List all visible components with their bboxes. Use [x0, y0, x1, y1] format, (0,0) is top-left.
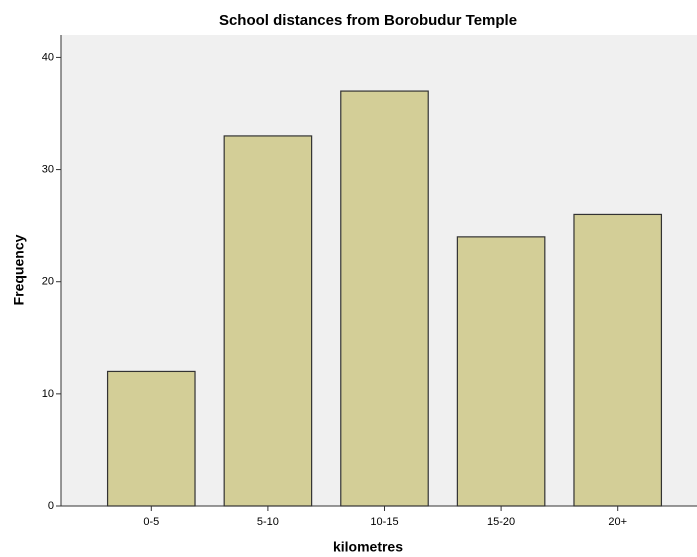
y-tick-label: 10 — [42, 388, 54, 400]
x-tick-label: 15-20 — [487, 516, 515, 528]
x-axis-label: kilometres — [333, 539, 403, 555]
y-tick-label: 20 — [42, 276, 54, 288]
bar — [340, 90, 429, 507]
x-tick-label: 10-15 — [370, 516, 398, 528]
x-tick-label: 0-5 — [143, 516, 159, 528]
y-tick-label: 30 — [42, 163, 54, 175]
bar — [456, 236, 546, 507]
bar — [223, 135, 313, 507]
y-tick-label: 40 — [42, 51, 54, 63]
x-tick-label: 20+ — [608, 516, 627, 528]
x-tick-label: 5-10 — [257, 516, 279, 528]
y-tick-label: 0 — [48, 500, 54, 512]
bar — [106, 370, 196, 507]
bar — [573, 213, 663, 507]
chart-title: School distances from Borobudur Temple — [219, 12, 517, 29]
y-axis-label: Frequency — [11, 234, 27, 305]
